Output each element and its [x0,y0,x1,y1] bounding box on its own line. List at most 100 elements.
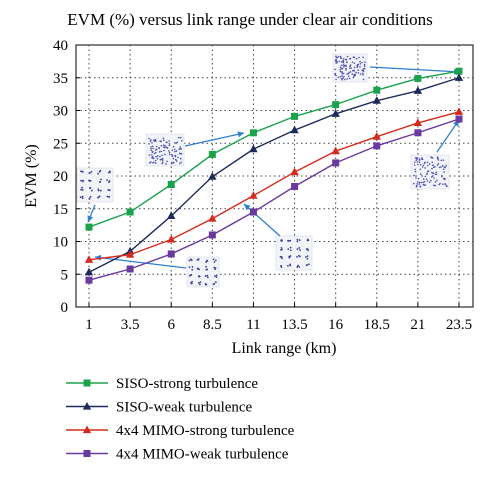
constellation-point [343,64,346,67]
constellation-point [443,171,446,173]
constellation-point [100,189,102,192]
constellation-point [413,174,415,177]
constellation-point [335,62,337,64]
series-1 [85,67,463,231]
constellation-point [336,56,338,59]
constellation-point [425,178,428,180]
constellation-point [342,59,344,62]
constellation-point [428,181,431,184]
data-point [249,191,258,199]
data-point [249,208,257,216]
constellation-point [90,189,93,192]
legend-label: SISO-weak turbulence [116,400,253,416]
constellation-point [215,274,218,277]
constellation-point [152,157,155,160]
constellation-point [204,282,207,285]
constellation-point [108,170,111,173]
x-tick-label: 18.5 [364,317,390,333]
constellation-point [431,167,433,170]
constellation-point [346,78,348,80]
constellation-point [168,150,170,152]
constellation-point [334,72,336,75]
legend-marker [82,425,92,434]
constellation-point [434,166,436,168]
constellation-point [168,153,171,156]
constellation-point [199,283,201,286]
x-tick-label: 3.5 [121,317,140,333]
constellation-point [177,136,180,139]
constellation-point [97,188,100,191]
constellation-point [281,257,283,260]
constellation-point [168,144,171,147]
constellation-point [346,55,349,58]
constellation-point [337,55,340,58]
data-point [454,73,464,81]
constellation-point [342,58,345,60]
data-point [167,234,176,243]
constellation-point [287,264,289,267]
constellation-point [344,78,346,81]
constellation-point [164,145,166,147]
constellation-point [335,74,337,77]
constellation-point [342,72,345,75]
constellation-point [341,67,344,70]
constellation-inset-scatter-top [332,53,461,83]
constellation-point [440,159,443,162]
data-point [455,115,463,123]
constellation-point [441,183,444,185]
x-tick-label: 11 [246,317,260,333]
constellation-point [437,162,440,165]
data-point [372,132,381,140]
inset-frame [145,133,185,167]
constellation-point [354,74,356,77]
constellation-point [351,61,354,63]
constellation-point [179,136,182,139]
constellation-point [349,71,352,73]
constellation-point [160,150,163,153]
constellation-point [155,151,157,154]
constellation-point [155,148,158,151]
constellation-point [338,60,341,63]
constellation-point [80,179,83,182]
constellation-point [416,183,418,185]
series-2 [84,73,464,276]
data-point [126,208,134,216]
inset-arrow [184,132,245,147]
constellation-point [421,175,423,177]
constellation-point [214,259,217,262]
constellation-point [434,184,436,187]
constellation-point [440,166,442,168]
constellation-point [175,160,178,162]
data-point [208,150,216,158]
constellation-point [351,73,353,75]
constellation-point [155,145,158,148]
constellation-point [150,139,152,141]
constellation-point [306,257,309,260]
constellation-point [297,254,300,257]
constellation-point [165,163,167,165]
constellation-point [426,173,428,176]
constellation-point [98,195,101,198]
constellation-point [307,263,310,266]
constellation-point [413,164,416,166]
series-4 [85,115,463,284]
data-point [413,86,423,94]
constellation-point [174,150,176,153]
constellation-point [415,159,418,162]
constellation-point [206,274,209,277]
inset-arrow [94,256,187,269]
y-tick-label: 35 [53,71,68,87]
constellation-point [348,71,350,74]
constellation-point [347,75,350,78]
constellation-point [435,171,438,174]
constellation-point [306,255,309,258]
constellation-point [416,181,419,183]
constellation-point [362,68,365,70]
constellation-point [299,249,301,252]
constellation-point [175,150,178,152]
constellation-point [430,156,432,158]
constellation-point [176,141,179,144]
constellation-point [163,144,165,146]
constellation-point [421,157,423,159]
constellation-point [340,57,343,60]
